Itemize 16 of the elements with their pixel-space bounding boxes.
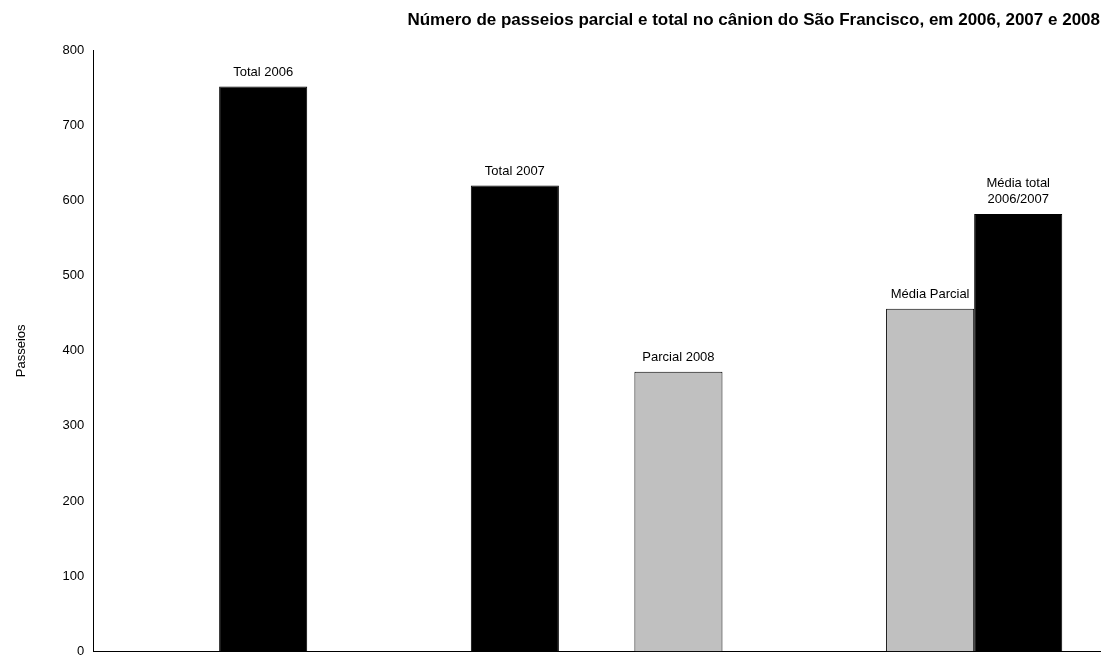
y-tick-label: 600	[62, 192, 85, 208]
y-tick-label: 700	[62, 117, 85, 133]
chart-title: Número de passeios parcial e total no cânion do São Francisco, em 2006, 2007 e 2008	[407, 9, 1100, 29]
y-tick-label: 100	[62, 567, 85, 583]
data-label: Parcial 2008	[642, 348, 715, 364]
y-tick-label: 800	[62, 41, 85, 57]
data-label: Total 2006	[233, 63, 294, 79]
data-label: Total 2007	[484, 162, 545, 178]
y-tick-label: 0	[77, 642, 85, 658]
y-axis-title: Passeios	[13, 323, 29, 378]
y-tick-label: 400	[62, 342, 85, 358]
y-tick-label: 200	[62, 492, 85, 508]
y-tick-label: 500	[62, 267, 85, 283]
data-label: Média total 2006/2007	[986, 175, 1051, 207]
data-label: Média Parcial	[890, 285, 970, 301]
y-tick-label: 300	[62, 417, 85, 433]
